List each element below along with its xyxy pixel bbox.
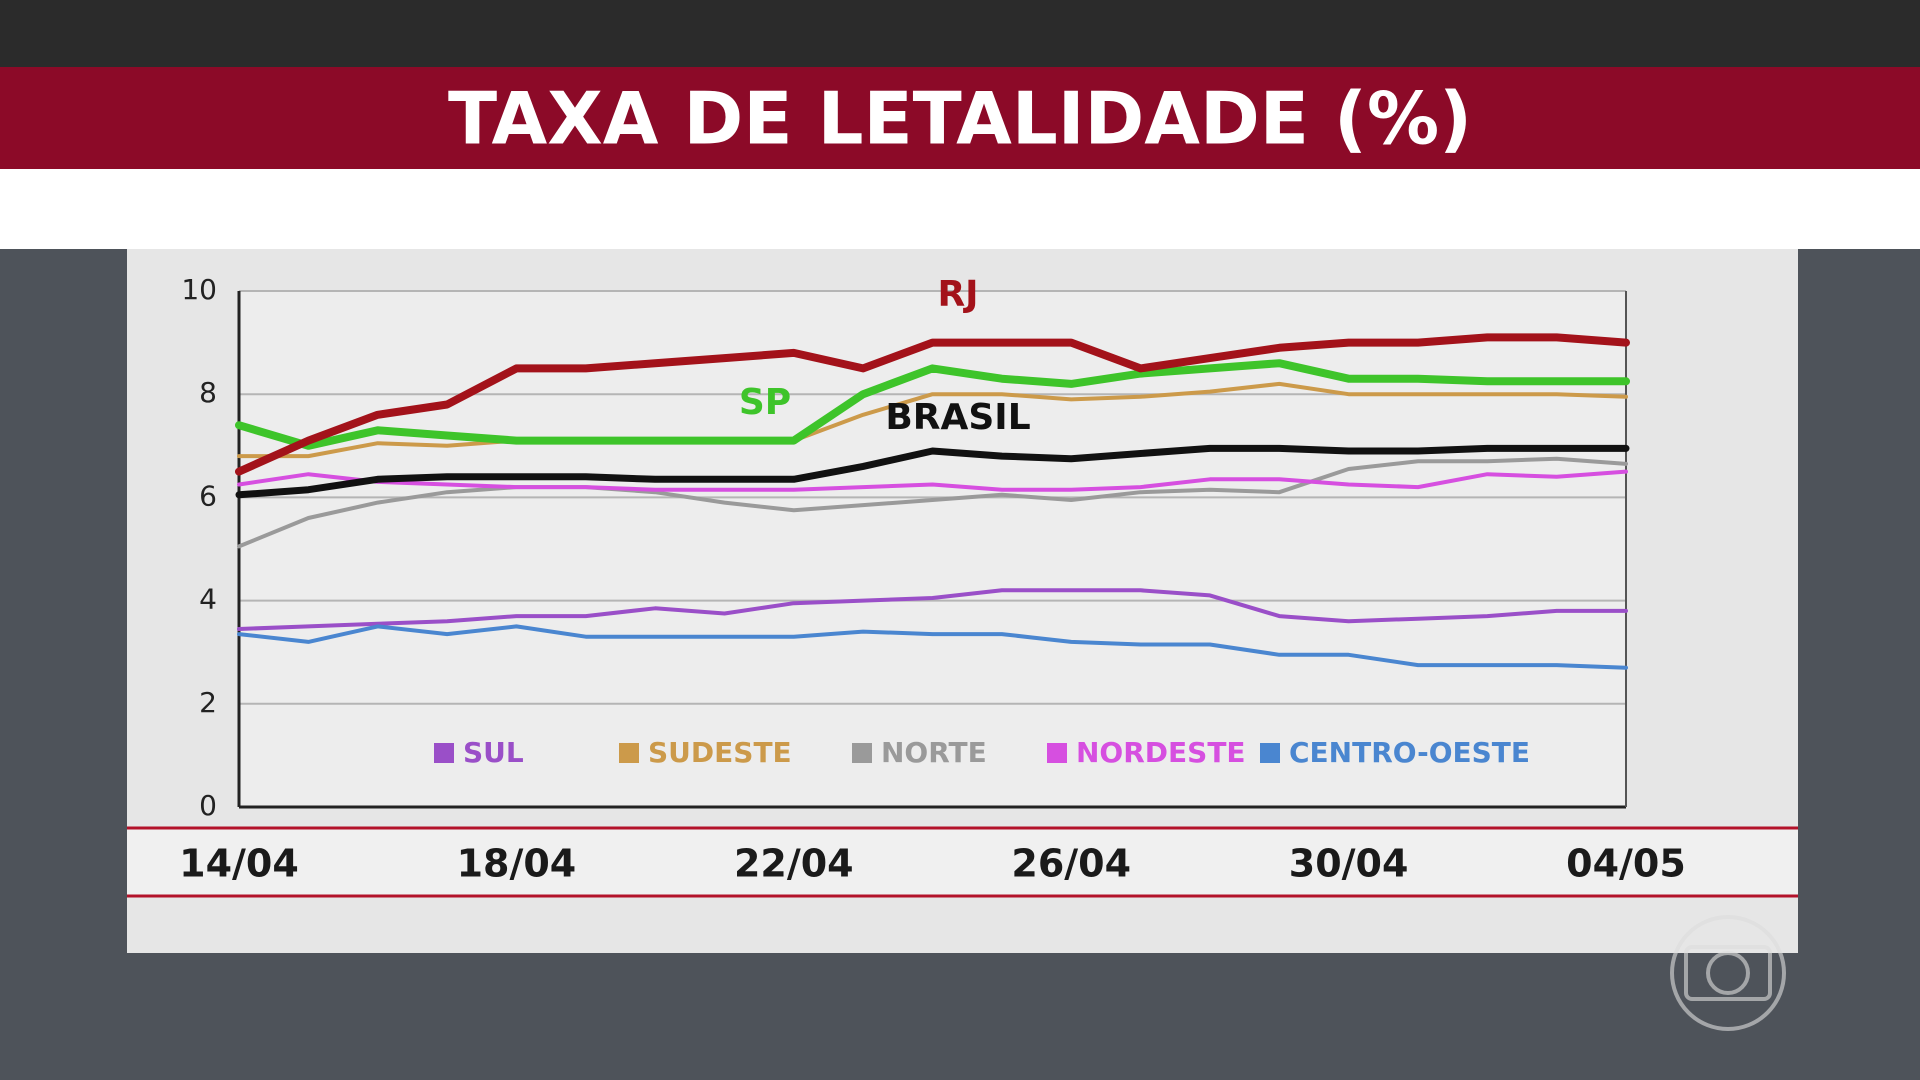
title-banner (0, 67, 1920, 169)
line-series (235, 359, 1630, 450)
line-series (237, 381, 1628, 459)
legend-label: NORDESTE (1076, 736, 1246, 769)
legend-swatch (852, 743, 872, 763)
top-bar (0, 0, 1920, 67)
legend-swatch (619, 743, 639, 763)
line-label: RJ (937, 274, 978, 315)
line-label: BRASIL (885, 397, 1030, 438)
line-series (237, 456, 1628, 549)
logo (1670, 915, 1786, 1031)
chart-title: TAXA DE LETALIDADE (%) (448, 77, 1472, 161)
x-tick-label: 04/05 (1566, 842, 1686, 886)
line-label: SP (739, 382, 791, 423)
legend-swatch (434, 743, 454, 763)
y-tick-label: 2 (199, 686, 217, 719)
line-series (235, 444, 1630, 499)
x-tick-label: 18/04 (457, 842, 577, 886)
x-tick-label: 26/04 (1011, 842, 1131, 886)
legend-label: SUDESTE (648, 736, 792, 769)
y-tick-label: 4 (199, 583, 217, 616)
legend-swatch (1260, 743, 1280, 763)
x-tick-label: 30/04 (1289, 842, 1409, 886)
line-series (237, 588, 1628, 631)
legend-swatch (1047, 743, 1067, 763)
y-tick-label: 6 (199, 479, 217, 512)
white-strip (0, 169, 1920, 249)
y-tick-label: 8 (199, 376, 217, 409)
legend-label: NORTE (881, 736, 987, 769)
line-series (237, 624, 1628, 670)
legend-label: SUL (463, 736, 524, 769)
line-series (235, 333, 1630, 476)
x-tick-label: 22/04 (734, 842, 854, 886)
y-tick-label: 0 (199, 789, 217, 822)
legend-label: CENTRO-OESTE (1289, 736, 1530, 769)
y-tick-label: 10 (181, 273, 217, 306)
date-strip (127, 828, 1798, 896)
line-series (237, 469, 1628, 492)
x-tick-label: 14/04 (179, 842, 299, 886)
